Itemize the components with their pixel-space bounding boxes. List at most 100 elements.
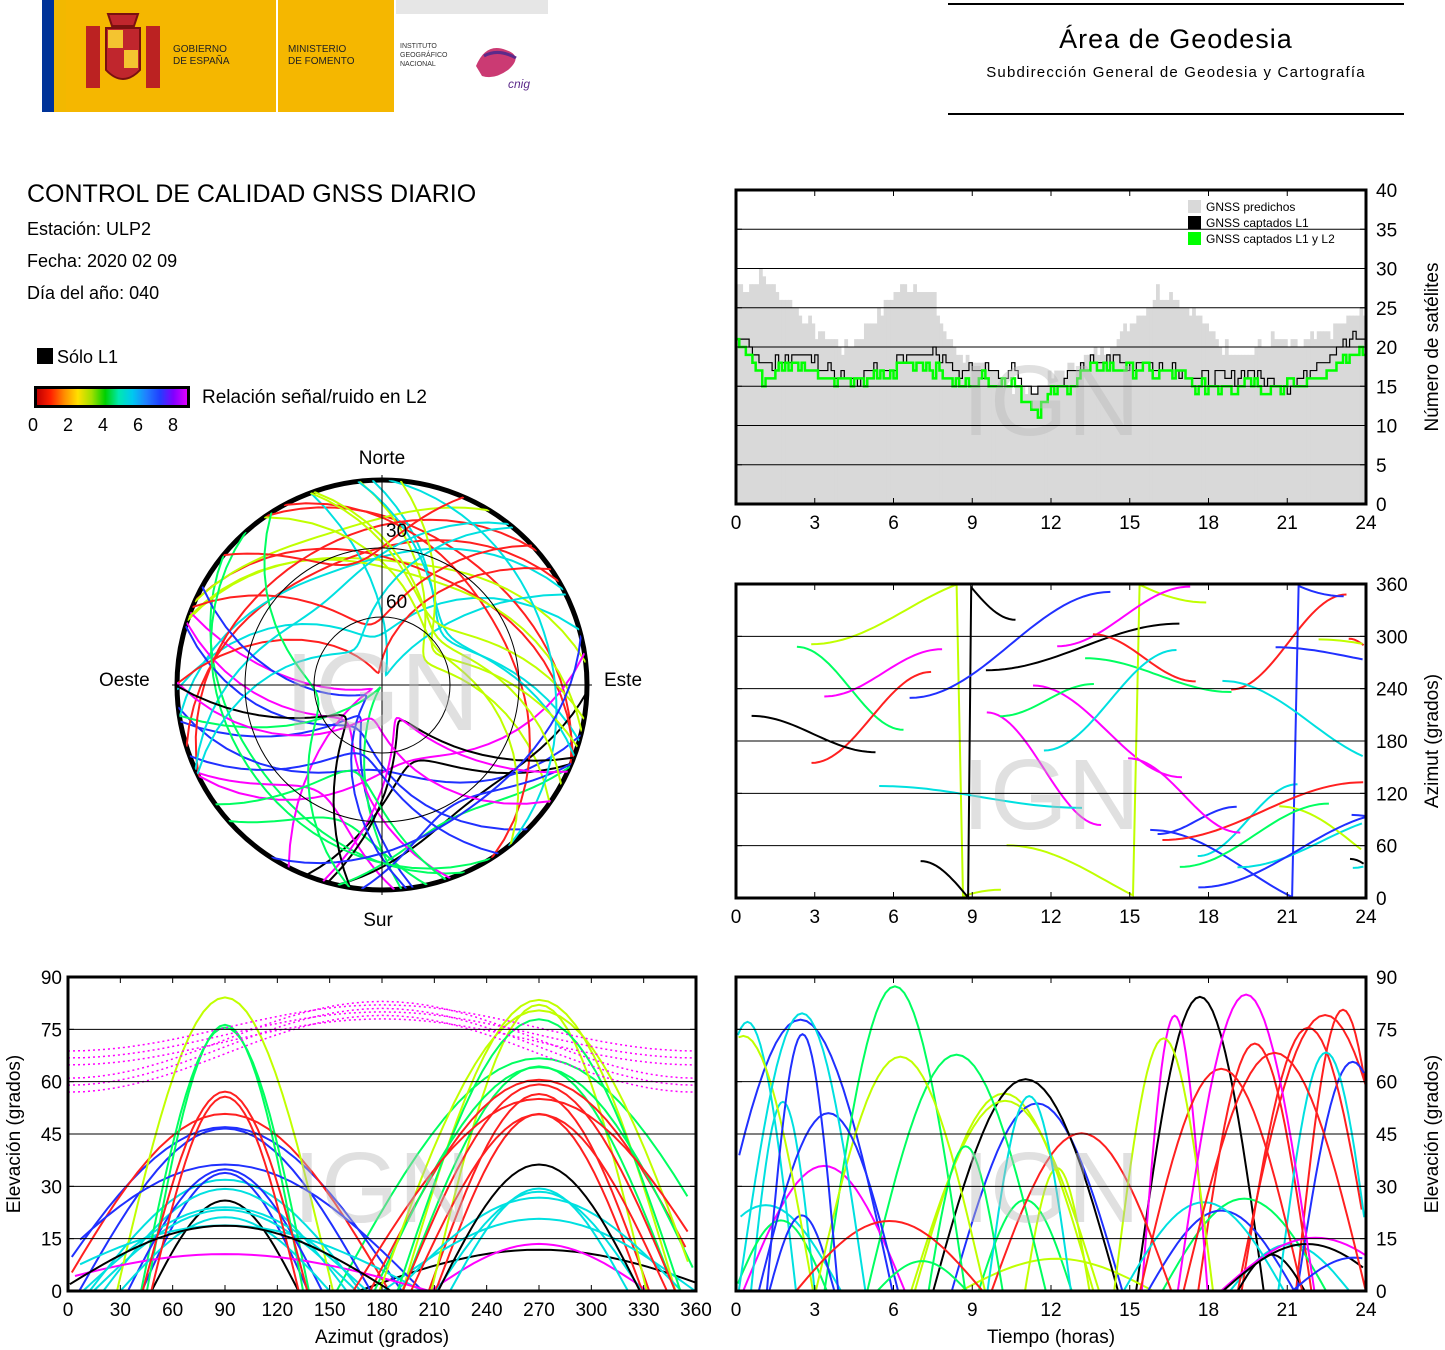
predicted-bar xyxy=(913,284,917,504)
elt-ytick-label: 75 xyxy=(1376,1020,1397,1041)
predicted-bar xyxy=(1228,354,1232,504)
elaz-track xyxy=(92,1208,358,1292)
az-ylabel: Azimut (grados) xyxy=(1422,674,1443,808)
legend-entry: GNSS predichos xyxy=(1206,200,1295,214)
elaz-ytick-label: 75 xyxy=(41,1020,62,1041)
elaz-track xyxy=(150,1095,300,1292)
predicted-bar xyxy=(1087,354,1091,504)
predicted-bar xyxy=(1316,331,1321,504)
sat-xtick-label: 12 xyxy=(1040,513,1061,534)
south-label: Sur xyxy=(363,910,393,931)
elaz-track xyxy=(437,1163,641,1292)
predicted-bar xyxy=(768,284,773,504)
predicted-bar xyxy=(1274,339,1278,504)
predicted-bar xyxy=(988,370,993,504)
elt-track xyxy=(739,1204,842,1292)
sky-track xyxy=(177,685,352,888)
predicted-bar xyxy=(1323,331,1328,504)
predicted-bar xyxy=(1162,299,1167,504)
az-track xyxy=(1150,584,1344,899)
ministerio-logo: MINISTERIO DE FOMENTO xyxy=(278,0,394,112)
az-ytick-label: 300 xyxy=(1376,627,1408,648)
predicted-bar xyxy=(1014,386,1019,504)
az-watermark: IGN xyxy=(962,739,1140,851)
predicted-bar xyxy=(968,362,973,504)
predicted-bar xyxy=(1283,339,1288,504)
predicted-bar xyxy=(1119,331,1124,504)
predicted-bar xyxy=(1018,386,1022,504)
az-track xyxy=(986,711,1102,826)
elaz-xtick-label: 90 xyxy=(214,1300,235,1321)
az-track xyxy=(1085,657,1232,693)
elaz-xtick-label: 180 xyxy=(366,1300,398,1321)
az-xtick-label: 3 xyxy=(809,907,820,928)
elaz-track xyxy=(382,1217,696,1292)
az-tracks xyxy=(751,583,1367,901)
az-frame xyxy=(734,582,1368,900)
sat-xtick-label: 3 xyxy=(809,513,820,534)
sky-track xyxy=(177,681,552,805)
elaz-xtick-label: 30 xyxy=(110,1300,131,1321)
predicted-bar xyxy=(906,292,911,504)
gobierno-text-2: DE ESPAÑA xyxy=(173,56,230,67)
predicted-bar xyxy=(785,299,789,504)
predicted-bar xyxy=(1146,307,1150,504)
ign-text: INSTITUTO GEOGRÁFICO NACIONAL xyxy=(400,42,447,69)
predicted-bar xyxy=(873,323,878,504)
elaz-track xyxy=(430,1003,648,1292)
az-ytick-label: 60 xyxy=(1376,837,1397,858)
elt-track xyxy=(932,1078,1119,1292)
elt-track xyxy=(795,1219,984,1292)
cnig-label: cnig xyxy=(508,77,530,91)
doy-label: Día del año: 040 xyxy=(27,283,160,303)
elt-watermark: IGN xyxy=(962,1132,1140,1244)
predicted-bar xyxy=(1320,331,1324,504)
elt-track xyxy=(1277,1051,1366,1292)
predicted-bar xyxy=(778,299,783,504)
predicted-bar xyxy=(814,339,819,504)
predicted-bar xyxy=(791,307,796,504)
predicted-bar xyxy=(742,292,747,504)
elt-track xyxy=(1140,1014,1209,1292)
ministerio-text-2: DE FOMENTO xyxy=(288,56,355,67)
skyplot-watermark: IGN xyxy=(284,631,480,754)
az-track xyxy=(1275,646,1363,661)
predicted-bar xyxy=(1060,370,1065,504)
predicted-bar xyxy=(781,299,786,504)
predicted-bar xyxy=(962,362,967,504)
predicted-bar xyxy=(1021,386,1026,504)
predicted-bar xyxy=(1041,386,1045,504)
predicted-bar xyxy=(965,354,970,504)
sat-ytick-label: 20 xyxy=(1376,338,1397,359)
snr-tick-8: 8 xyxy=(168,415,179,435)
sky-track xyxy=(399,480,579,748)
predicted-bar xyxy=(1165,299,1170,504)
predicted-bar xyxy=(1343,323,1347,504)
elt-track xyxy=(1147,1209,1296,1292)
predicted-bar xyxy=(788,299,793,504)
elaz-track xyxy=(429,1242,649,1292)
elt-ytick-label: 30 xyxy=(1376,1177,1397,1198)
l1-only-label: Sólo L1 xyxy=(57,347,119,367)
snr-colorbar xyxy=(34,386,190,408)
elt-track xyxy=(757,1112,900,1292)
elt-track xyxy=(737,1012,867,1292)
elaz-xtick-label: 270 xyxy=(523,1300,555,1321)
predicted-bar xyxy=(1215,339,1219,504)
sky-track xyxy=(358,480,551,804)
sky-track xyxy=(371,480,581,742)
az-track xyxy=(985,622,1180,672)
predicted-bar xyxy=(1356,315,1360,504)
predicted-bar xyxy=(811,323,816,504)
az-track xyxy=(1162,781,1364,841)
legend-swatch xyxy=(1188,216,1201,229)
predicted-bar xyxy=(1359,307,1364,504)
elaz-high-track xyxy=(67,1011,697,1059)
elaz-xtick-label: 0 xyxy=(63,1300,74,1321)
sky-track xyxy=(194,547,575,759)
sat-xtick-label: 18 xyxy=(1198,513,1219,534)
predicted-bar xyxy=(1185,307,1190,504)
sky-track xyxy=(264,516,520,845)
predicted-bar xyxy=(880,315,885,504)
sky-track xyxy=(184,625,528,831)
